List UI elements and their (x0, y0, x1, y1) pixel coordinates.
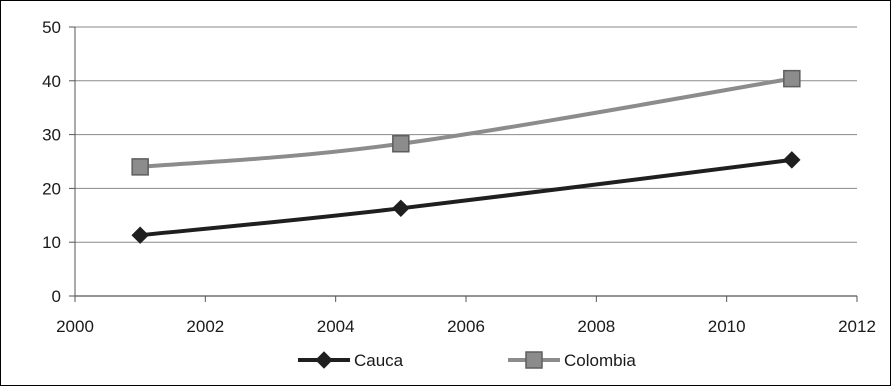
data-point-cauca-2005 (392, 199, 410, 218)
axes (69, 26, 858, 302)
y-tick-label-0: 0 (52, 287, 61, 306)
data-point-cauca-2001 (131, 226, 149, 244)
x-tick-label-2010: 2010 (708, 317, 746, 336)
data-point-colombia-2001 (131, 158, 149, 176)
x-tick-label-2002: 2002 (186, 317, 224, 336)
series-group (131, 69, 801, 244)
y-tick-label-40: 40 (42, 72, 61, 91)
series-line-cauca (139, 157, 793, 238)
legend-marker-colombia (525, 351, 543, 369)
x-tick-label-2000: 2000 (56, 317, 94, 336)
x-tick-label-2006: 2006 (447, 317, 485, 336)
y-tick-labels: 0 10 20 30 40 50 (42, 18, 61, 306)
legend-label-cauca: Cauca (354, 351, 404, 370)
legend: Cauca Colombia (298, 351, 636, 370)
y-tick-label-50: 50 (42, 18, 61, 37)
x-tick-label-2008: 2008 (577, 317, 615, 336)
legend-marker-cauca (315, 351, 333, 369)
y-tick-label-30: 30 (42, 126, 61, 145)
y-tick-label-20: 20 (42, 179, 61, 198)
y-tick-label-10: 10 (42, 233, 61, 252)
data-point-cauca-2011 (783, 151, 801, 169)
x-tick-label-2012: 2012 (838, 317, 876, 336)
series-line-colombia (139, 76, 793, 169)
data-point-colombia-2005 (392, 134, 410, 153)
x-tick-labels: 2000 2002 2004 2006 2008 2010 2012 (56, 317, 876, 336)
data-point-colombia-2011 (783, 69, 801, 88)
gridlines (75, 26, 857, 243)
legend-label-colombia: Colombia (564, 351, 636, 370)
x-tick-label-2004: 2004 (317, 317, 355, 336)
